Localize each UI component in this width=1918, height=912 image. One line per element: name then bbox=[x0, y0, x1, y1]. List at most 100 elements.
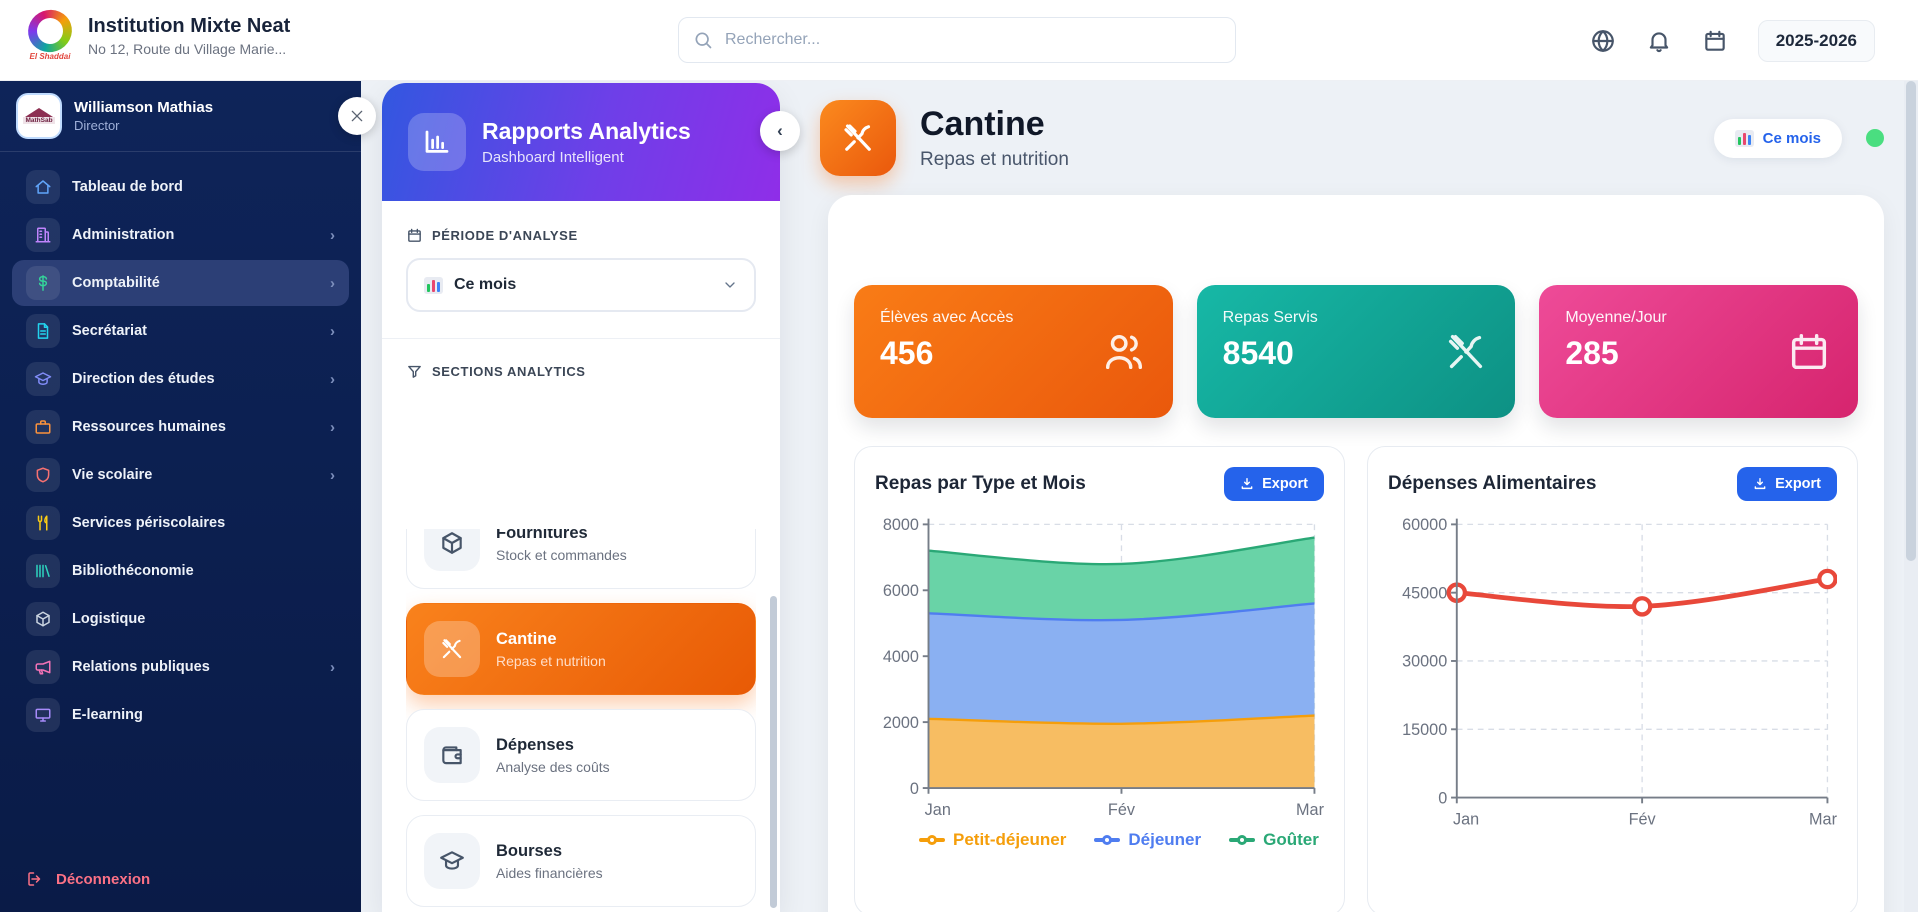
svg-text:0: 0 bbox=[910, 780, 919, 798]
logo-caption: El Shaddai bbox=[29, 52, 71, 61]
section-item-bourses[interactable]: Bourses Aides financières bbox=[406, 815, 756, 907]
content-card: Élèves avec Accès 456 Repas Servis 8540 … bbox=[828, 195, 1884, 912]
download-icon bbox=[1754, 478, 1766, 490]
bar-chart-icon bbox=[424, 276, 443, 294]
sidebar-close-button[interactable] bbox=[338, 97, 376, 135]
chevron-right-icon: › bbox=[330, 322, 335, 340]
sidebar-item-ressources-humaines[interactable]: Ressources humaines › bbox=[12, 404, 349, 450]
search-box[interactable] bbox=[678, 17, 1236, 63]
sidebar-item-tableau-de-bord[interactable]: Tableau de bord› bbox=[12, 164, 349, 210]
search-icon bbox=[693, 30, 713, 50]
sidebar-item-administration[interactable]: Administration › bbox=[12, 212, 349, 258]
chart-legend: Petit-déjeuner Déjeuner Goûter bbox=[919, 830, 1324, 850]
analytics-panel-header: Rapports Analytics Dashboard Intelligent… bbox=[382, 83, 800, 201]
brand: El Shaddai Institution Mixte Neat No 12,… bbox=[22, 3, 291, 64]
sidebar-item-e-learning[interactable]: E-learning› bbox=[12, 692, 349, 738]
sidebar-item-secretariat[interactable]: Secrétariat › bbox=[12, 308, 349, 354]
bell-icon[interactable] bbox=[1646, 28, 1672, 54]
sidebar-item-bibliotheconomie[interactable]: Bibliothéconomie› bbox=[12, 548, 349, 594]
user-card: MathSab Williamson Mathias Director bbox=[0, 81, 376, 152]
sidebar-item-direction-des-etudes[interactable]: Direction des études › bbox=[12, 356, 349, 402]
close-icon bbox=[351, 110, 363, 122]
chevron-right-icon: › bbox=[330, 658, 335, 676]
panel-collapse-button[interactable]: ‹ bbox=[760, 111, 800, 151]
period-select[interactable]: Ce mois bbox=[406, 258, 756, 312]
status-dot bbox=[1866, 129, 1884, 147]
user-name: Williamson Mathias bbox=[74, 99, 214, 116]
page-title: Cantine bbox=[920, 105, 1045, 143]
school-name: Institution Mixte Neat bbox=[88, 15, 291, 37]
library-icon bbox=[26, 554, 60, 588]
shield-icon bbox=[26, 458, 60, 492]
svg-text:15000: 15000 bbox=[1402, 721, 1447, 739]
calendar-icon bbox=[1786, 329, 1832, 375]
panel-scrollbar[interactable] bbox=[770, 596, 777, 908]
package-icon bbox=[424, 529, 480, 571]
avatar: MathSab bbox=[16, 93, 62, 139]
search-input[interactable] bbox=[723, 30, 1221, 50]
graduation-cap-icon bbox=[26, 362, 60, 396]
chevron-down-icon bbox=[725, 282, 735, 288]
sections-label: SECTIONS ANALYTICS bbox=[406, 363, 756, 380]
period-badge[interactable]: Ce mois bbox=[1713, 118, 1842, 158]
utensils-icon bbox=[26, 506, 60, 540]
legend-item[interactable]: Déjeuner bbox=[1094, 830, 1201, 850]
page-scrollbar[interactable] bbox=[1904, 81, 1918, 912]
legend-marker-icon bbox=[1094, 835, 1121, 846]
legend-item[interactable]: Petit-déjeuner bbox=[919, 830, 1066, 850]
monitor-icon bbox=[26, 698, 60, 732]
meals-chart-card: Repas par Type et Mois Export 0 2000 4000 6… bbox=[854, 446, 1345, 912]
globe-icon[interactable] bbox=[1590, 28, 1616, 54]
school-address: No 12, Route du Village Marie... bbox=[88, 41, 287, 57]
sidebar-item-comptabilite[interactable]: Comptabilité › bbox=[12, 260, 349, 306]
stat-card-repas: Repas Servis 8540 bbox=[1196, 285, 1516, 418]
page-subtitle: Repas et nutrition bbox=[920, 149, 1069, 170]
filter-icon bbox=[408, 365, 421, 378]
calendar-icon bbox=[408, 228, 421, 242]
svg-text:60000: 60000 bbox=[1402, 516, 1447, 534]
stat-card-moyenne: Moyenne/Jour 285 bbox=[1539, 285, 1858, 418]
legend-item[interactable]: Goûter bbox=[1229, 830, 1319, 850]
chevron-right-icon: › bbox=[330, 418, 335, 436]
top-bar: El Shaddai Institution Mixte Neat No 12,… bbox=[0, 0, 1918, 81]
sidebar-nav: Tableau de bord› Administration› Comptab… bbox=[0, 152, 361, 738]
briefcase-icon bbox=[26, 410, 60, 444]
chevron-right-icon: › bbox=[330, 466, 335, 484]
legend-marker-icon bbox=[919, 835, 945, 846]
svg-text:8000: 8000 bbox=[883, 516, 919, 534]
sidebar-item-relations-publiques[interactable]: Relations publiques › bbox=[12, 644, 349, 690]
cantine-icon bbox=[820, 100, 896, 176]
chart-title: Repas par Type et Mois bbox=[875, 473, 1086, 494]
sidebar-item-vie-scolaire[interactable]: Vie scolaire › bbox=[12, 452, 349, 498]
logout-button[interactable]: Déconnexion bbox=[0, 856, 361, 902]
sidebar-item-logistique[interactable]: Logistique› bbox=[12, 596, 349, 642]
period-label: PÉRIODE D'ANALYSE bbox=[406, 227, 756, 244]
building-icon bbox=[26, 218, 60, 252]
download-icon bbox=[1241, 478, 1253, 490]
section-item-cantine[interactable]: Cantine Repas et nutrition bbox=[406, 603, 756, 695]
scrollbar-thumb[interactable] bbox=[1906, 81, 1916, 561]
megaphone-icon bbox=[26, 650, 60, 684]
export-button[interactable]: Export bbox=[1224, 467, 1324, 501]
export-button[interactable]: Export bbox=[1737, 467, 1837, 501]
dollar-icon bbox=[26, 266, 60, 300]
sidebar-item-services-periscolaires[interactable]: Services périscolaires› bbox=[12, 500, 349, 546]
section-item-depenses[interactable]: Dépenses Analyse des coûts bbox=[406, 709, 756, 801]
calendar-icon[interactable] bbox=[1702, 28, 1728, 54]
graduation-cap-icon bbox=[424, 833, 480, 889]
utensils-crossed-icon bbox=[424, 621, 480, 677]
panel-title: Rapports Analytics bbox=[482, 118, 691, 144]
svg-text:6000: 6000 bbox=[883, 582, 919, 600]
file-text-icon bbox=[26, 314, 60, 348]
section-item-fournitures[interactable]: Fournitures Stock et commandes bbox=[406, 529, 756, 589]
school-year-badge[interactable]: 2025-2026 bbox=[1757, 19, 1875, 62]
svg-text:45000: 45000 bbox=[1402, 584, 1447, 602]
home-icon bbox=[26, 170, 60, 204]
divider bbox=[382, 338, 780, 339]
svg-text:2000: 2000 bbox=[883, 714, 919, 732]
sidebar: MathSab Williamson Mathias Director Tabl… bbox=[0, 81, 376, 912]
svg-text:0: 0 bbox=[1438, 789, 1447, 807]
chevron-right-icon: › bbox=[330, 274, 335, 292]
user-role: Director bbox=[74, 118, 120, 133]
